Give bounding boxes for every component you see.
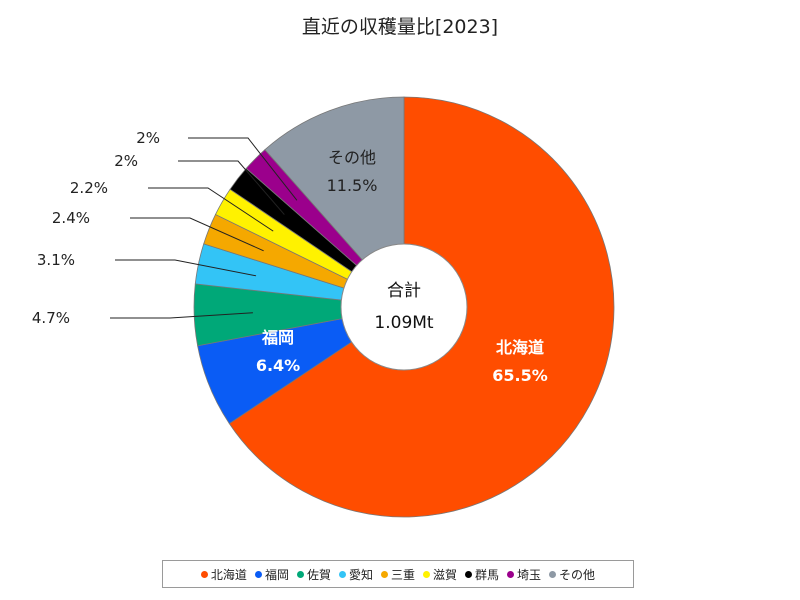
legend-label: 埼玉 [517, 567, 542, 582]
legend-label: 滋賀 [433, 567, 458, 582]
inner-slice-labels: 北海道 65.5% 福岡 6.4% その他 11.5% [256, 148, 548, 385]
slice-value-label: 65.5% [492, 366, 548, 385]
callout-line [110, 312, 253, 319]
legend-item: 愛知 [338, 566, 373, 583]
legend-swatch [507, 570, 515, 578]
callout-value-label: 4.7% [32, 309, 70, 327]
center-value: 1.09Mt [374, 313, 434, 333]
legend-swatch [254, 570, 262, 578]
slice-value-label: 6.4% [256, 356, 300, 375]
legend-label: 福岡 [264, 567, 289, 582]
legend-swatch [423, 570, 430, 578]
chart-title: 直近の収穫量比[2023] [301, 16, 499, 38]
legend-swatch [380, 570, 388, 578]
callout-value-label: 2.4% [52, 209, 90, 227]
legend-item: 滋賀 [423, 566, 457, 583]
callout-line [115, 259, 257, 277]
legend-label: 群馬 [475, 567, 500, 582]
legend-label: 三重 [390, 567, 415, 582]
callout-labels: 4.7% 3.1% 2.4% 2.2% 2% 2% [32, 129, 298, 327]
callout-value-label: 2% [136, 129, 160, 147]
callout-line [148, 187, 274, 232]
callout-value-label: 2% [114, 152, 138, 170]
callout-line [130, 217, 264, 252]
legend-item: 北海道 [200, 566, 247, 583]
legend-swatch [338, 570, 346, 578]
legend: 北海道 福岡 佐賀 愛知 三重 滋賀 群馬 埼玉 その他 [162, 560, 634, 588]
legend-item: 群馬 [465, 566, 499, 583]
legend-label: その他 [559, 567, 596, 582]
callout-line [188, 137, 298, 201]
callout-line [178, 160, 285, 215]
legend-item: その他 [549, 566, 595, 583]
slice-category-label: 福岡 [261, 328, 294, 347]
center-label: 合計 [387, 281, 421, 301]
donut-hole [340, 243, 468, 371]
legend-label: 北海道 [210, 567, 247, 582]
legend-swatch [200, 570, 208, 578]
legend-item: 福岡 [254, 566, 289, 583]
legend-item: 埼玉 [507, 566, 541, 583]
legend-swatch [296, 570, 304, 578]
legend-item: 佐賀 [296, 566, 331, 583]
legend-label: 佐賀 [306, 567, 331, 582]
slice-category-label: その他 [328, 148, 376, 167]
legend-swatch [549, 570, 557, 578]
legend-swatch [465, 570, 473, 578]
callout-value-label: 3.1% [37, 251, 75, 269]
legend-label: 愛知 [348, 567, 373, 582]
slice-value-label: 11.5% [327, 176, 378, 195]
slice-category-label: 北海道 [496, 338, 544, 357]
callout-value-label: 2.2% [70, 179, 108, 197]
legend-item: 三重 [380, 566, 415, 583]
